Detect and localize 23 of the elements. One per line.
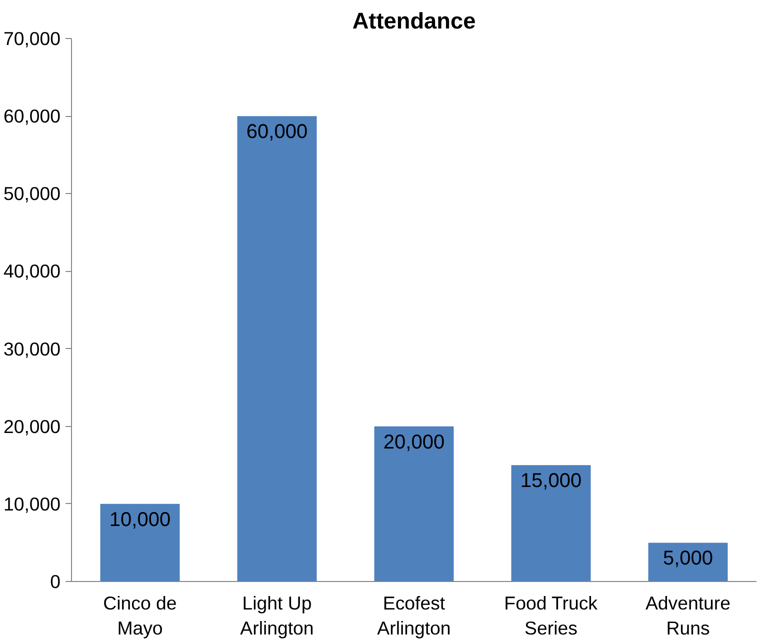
- x-tick-label: Adventure Runs: [645, 592, 731, 639]
- data-label: 10,000: [109, 508, 171, 531]
- y-tick-label: 70,000: [3, 28, 60, 49]
- data-label: 60,000: [246, 121, 308, 144]
- data-label: 5,000: [662, 548, 714, 570]
- bar: [100, 504, 180, 582]
- chart-title: Attendance: [352, 8, 476, 34]
- x-tick-label: Cinco de Mayo: [103, 592, 177, 639]
- y-tick-label: 20,000: [3, 416, 60, 437]
- y-tick-label: 40,000: [3, 260, 60, 282]
- data-label: 15,000: [520, 470, 582, 492]
- x-tick-label: Food Truck Series: [504, 592, 598, 639]
- y-tick-label: 10,000: [3, 493, 60, 514]
- y-tick-label: 30,000: [3, 338, 60, 360]
- bar: [374, 426, 454, 582]
- data-label: 20,000: [383, 431, 445, 454]
- bar: [511, 465, 591, 582]
- x-tick-label: Ecofest Arlington: [377, 592, 451, 639]
- y-tick-label: 60,000: [3, 106, 60, 127]
- y-tick-label: 0: [50, 571, 61, 592]
- y-tick-label: 50,000: [3, 183, 60, 204]
- x-tick-label: Light Up Arlington: [240, 592, 314, 639]
- bar: [237, 116, 317, 582]
